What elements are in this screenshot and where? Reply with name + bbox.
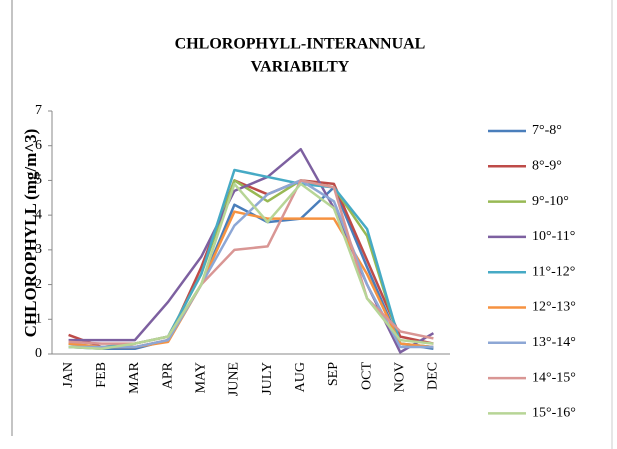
series-line — [68, 179, 434, 349]
y-tick-label: 2 — [35, 277, 42, 292]
chart-title: CHLOROPHYLL-INTERANNUAL — [175, 36, 426, 53]
y-axis-label: CHLOROPHYLL (mg/m^3) — [21, 129, 40, 338]
x-tick-label: AUG — [293, 362, 308, 392]
x-tick-label: JUNE — [227, 362, 242, 396]
legend-label: 15°-16° — [532, 406, 576, 421]
series-line — [68, 179, 434, 349]
series-line — [68, 179, 434, 345]
y-tick-label: 6 — [35, 138, 42, 153]
x-tick-label: OCT — [359, 362, 374, 390]
legend-label: 8°-9° — [532, 159, 562, 174]
x-tick-label: DEC — [426, 362, 441, 390]
series-line — [68, 186, 434, 351]
x-tick-label: JAN — [61, 362, 76, 388]
legend-label: 12°-13° — [532, 300, 576, 315]
y-tick-label: 0 — [35, 346, 42, 361]
series-line — [68, 182, 434, 351]
x-tick-label: FEB — [94, 362, 109, 388]
series-line — [68, 147, 435, 354]
legend-label: 7°-8° — [532, 123, 562, 138]
x-tick-label: MAY — [193, 362, 208, 393]
legend-label: 13°-14° — [532, 335, 576, 350]
series-line — [68, 168, 434, 349]
legend-label: 9°-10° — [532, 194, 569, 209]
x-tick-label: SEP — [326, 362, 341, 386]
x-tick-label: MAR — [127, 361, 142, 394]
series-line — [68, 179, 434, 349]
series-line — [68, 210, 434, 349]
y-tick-label: 4 — [35, 207, 42, 222]
y-tick-label: 5 — [35, 173, 42, 188]
chart-title: VARIABILTY — [251, 59, 350, 76]
legend-label: 11°-12° — [532, 264, 575, 279]
y-tick-label: 3 — [35, 242, 42, 257]
x-tick-label: APR — [160, 361, 175, 389]
x-tick-label: NOV — [392, 362, 407, 392]
legend-label: 14°-15° — [532, 370, 576, 385]
y-tick-label: 1 — [35, 312, 42, 327]
legend-label: 10°-11° — [532, 229, 575, 244]
x-tick-label: JULY — [260, 362, 275, 395]
y-tick-label: 7 — [35, 103, 42, 118]
